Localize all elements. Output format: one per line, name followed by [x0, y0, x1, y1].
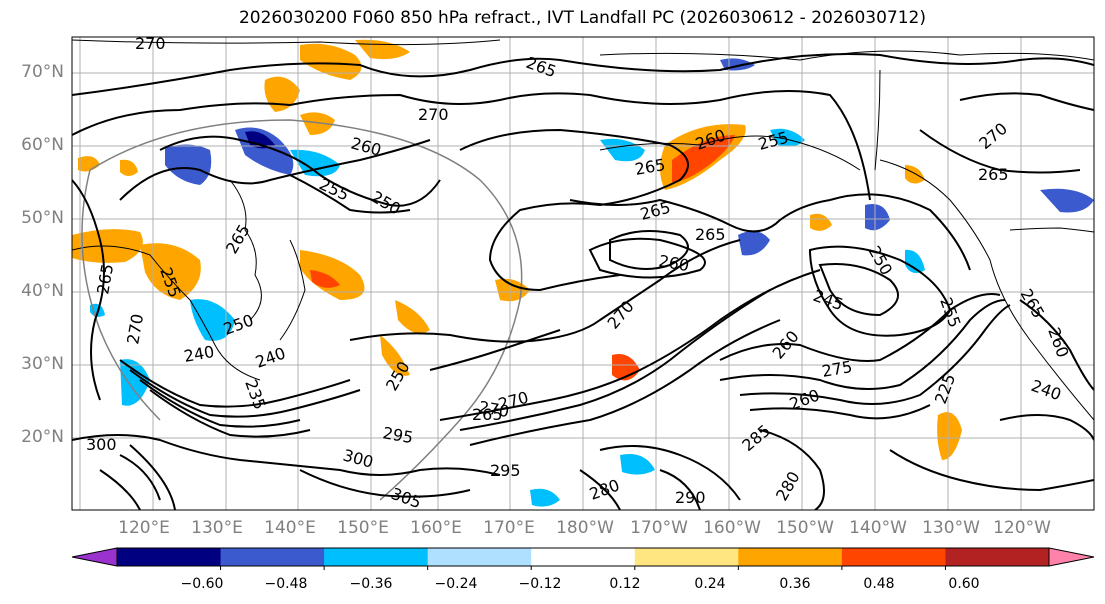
contour-label: 300 [86, 435, 117, 454]
lon-label: 140°W [849, 518, 907, 538]
anomaly-negative-region [600, 138, 645, 162]
anomaly-negative-region [620, 454, 655, 475]
lon-label: 170°W [630, 518, 688, 538]
colorbar-segment [427, 548, 532, 566]
anomaly-positive-region [300, 250, 365, 300]
lat-label: 50°N [21, 208, 64, 228]
colorbar-tick-label: 0.24 [694, 576, 726, 592]
anomaly-negative-region [905, 249, 925, 274]
colorbar-tick-label: −0.36 [349, 576, 393, 592]
colorbar-segment [117, 548, 222, 566]
map-title: 2026030200 F060 850 hPa refract., IVT La… [238, 8, 926, 28]
plot-border [71, 36, 1095, 511]
anomaly-positive-region [395, 300, 430, 334]
anomaly-negative-region [245, 131, 275, 149]
colorbar-segment [220, 548, 325, 566]
anomaly-negative-region [865, 204, 890, 231]
colorbar-tick-label: 0.48 [863, 576, 895, 592]
lon-label: 120°E [118, 518, 170, 538]
lat-label: 20°N [21, 427, 64, 447]
anomaly-positive-region [810, 213, 832, 231]
anomaly-negative-region [1040, 188, 1094, 213]
great-circle-arc [89, 119, 523, 501]
contour-label: 290 [675, 488, 706, 507]
colorbar-tick-label: −0.48 [264, 576, 308, 592]
colorbar-tick-label: −0.60 [180, 576, 224, 592]
anomaly-positive-region [905, 165, 925, 184]
colorbar-tick-label: −0.12 [518, 576, 562, 592]
anomaly-positive-region [937, 412, 962, 460]
anomaly-positive-region [300, 112, 335, 135]
coastlines [72, 39, 1094, 421]
colorbar-segment [945, 548, 1050, 566]
contour-label: 295 [490, 461, 521, 480]
lon-label: 160°W [703, 518, 761, 538]
lon-label: 120°W [993, 518, 1051, 538]
refractivity-anomaly-fill [72, 39, 1094, 507]
anomaly-negative-region [738, 231, 770, 256]
colorbar-tick-label: 0.12 [609, 576, 641, 592]
anomaly-positive-region [120, 159, 138, 176]
lon-label: 150°E [337, 518, 389, 538]
anomaly-positive-region [300, 43, 362, 80]
colorbar-extend-min [71, 547, 118, 567]
refractivity-contours [72, 53, 1094, 510]
colorbar-segment [841, 548, 946, 566]
graticule [72, 37, 1094, 510]
lon-label: 150°W [776, 518, 834, 538]
anomaly-negative-region [165, 144, 212, 185]
lon-label: 170°E [483, 518, 535, 538]
colorbar-segment [324, 548, 429, 566]
lat-label: 30°N [21, 354, 64, 374]
contour-label: 270 [135, 34, 166, 53]
colorbar-tick-label: 0.60 [948, 576, 980, 592]
anomaly-positive-region [140, 243, 201, 300]
lat-label: 60°N [21, 135, 64, 155]
contour-label: 265 [472, 405, 503, 424]
colorbar-segment [634, 548, 739, 566]
contour-label: 265 [695, 225, 726, 244]
contour-label: 270 [418, 105, 449, 124]
colorbar-tick-label: 0.36 [779, 576, 811, 592]
lat-label: 40°N [21, 281, 64, 301]
colorbar-segment [738, 548, 843, 566]
lon-label: 130°W [922, 518, 980, 538]
lon-label: 160°E [410, 518, 462, 538]
anomaly-positive-region [380, 335, 410, 376]
lon-label: 180°W [556, 518, 614, 538]
anomaly-negative-region [770, 128, 805, 147]
anomaly-negative-region [290, 149, 340, 177]
anomaly-positive-region [310, 270, 340, 288]
anomaly-negative-region [190, 299, 235, 341]
anomaly-negative-region [120, 359, 150, 406]
colorbar-border [116, 547, 1050, 567]
anomaly-negative-region [530, 488, 560, 507]
lon-label: 140°E [264, 518, 316, 538]
colorbar-segment [531, 548, 636, 566]
lon-label: 130°E [191, 518, 243, 538]
colorbar [71, 547, 1095, 570]
great-circle-arc [81, 169, 161, 421]
colorbar-extend-max [1048, 547, 1095, 567]
contour-label: 265 [978, 165, 1009, 184]
lat-label: 70°N [21, 62, 64, 82]
colorbar-tick-label: −0.24 [434, 576, 478, 592]
